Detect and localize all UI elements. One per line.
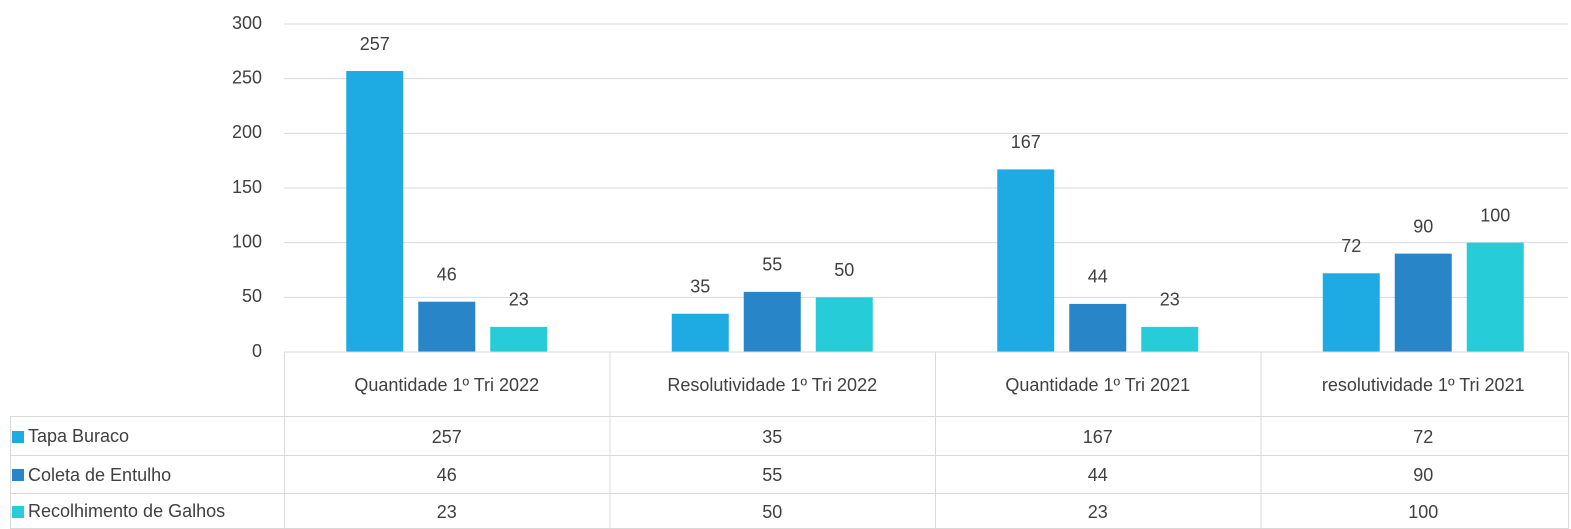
y-tick-label: 300 (232, 13, 262, 33)
data-label: 35 (690, 276, 710, 296)
y-tick-label: 100 (232, 231, 262, 251)
bar (1394, 253, 1452, 352)
table-cell: 90 (1413, 465, 1434, 485)
bar (997, 169, 1055, 352)
table-cell: 72 (1413, 426, 1434, 447)
table-cell: 35 (762, 426, 783, 447)
bar (1322, 273, 1380, 352)
legend-key (12, 505, 24, 518)
bar (1069, 303, 1127, 352)
table-cell: 100 (1408, 501, 1439, 522)
y-tick-label: 200 (232, 122, 262, 142)
bar (743, 291, 801, 352)
table-cell: 46 (436, 465, 457, 485)
legend-label: Recolhimento de Galhos (28, 501, 226, 521)
x-tick-label: Quantidade 1º Tri 2022 (284, 352, 610, 417)
data-label: 46 (437, 264, 457, 284)
bar (418, 301, 476, 352)
table-cell: 167 (1082, 426, 1113, 447)
bar (346, 71, 404, 352)
category-text: Resolutividade 1º Tri 2022 (667, 374, 878, 395)
data-label: 55 (762, 255, 782, 275)
data-label: 50 (834, 260, 854, 280)
y-tick-label: 50 (242, 286, 262, 306)
x-tick-label: Quantidade 1º Tri 2021 (935, 352, 1261, 417)
table-cell: 257 (431, 426, 462, 447)
table-cell: 23 (1087, 501, 1108, 522)
legend-item: Tapa Buraco (12, 417, 129, 456)
data-label: 257 (360, 34, 390, 54)
table-cell: 55 (762, 465, 783, 485)
y-tick-label: 0 (252, 341, 262, 361)
legend-item: Coleta de Entulho (12, 456, 171, 494)
x-tick-label: resolutividade 1º Tri 2021 (1261, 352, 1571, 417)
legend-label: Tapa Buraco (28, 426, 130, 446)
data-label: 72 (1341, 236, 1361, 256)
bar (671, 313, 729, 352)
category-text: Quantidade 1º Tri 2022 (354, 374, 540, 395)
x-tick-label: Resolutividade 1º Tri 2022 (610, 352, 936, 417)
data-label: 90 (1413, 216, 1433, 236)
bar (1466, 242, 1524, 352)
y-tick-label: 150 (232, 177, 262, 197)
data-label: 167 (1011, 132, 1041, 152)
data-label: 23 (509, 290, 529, 310)
legend-item: Recolhimento de Galhos (12, 494, 225, 529)
table-cell: 50 (762, 501, 783, 522)
table-cell: 23 (436, 501, 457, 522)
data-label: 100 (1480, 205, 1510, 225)
bar (1141, 326, 1199, 352)
data-label: 23 (1160, 290, 1180, 310)
data-label: 44 (1088, 267, 1108, 287)
bar (490, 326, 548, 352)
bar (815, 297, 873, 352)
table-cell: 44 (1087, 465, 1108, 485)
category-text: resolutividade 1º Tri 2021 (1321, 374, 1525, 395)
category-text: Quantidade 1º Tri 2021 (1005, 374, 1191, 395)
legend-key (12, 430, 24, 443)
legend-label: Coleta de Entulho (28, 464, 172, 485)
y-tick-label: 250 (232, 67, 262, 87)
legend-key (12, 469, 24, 481)
